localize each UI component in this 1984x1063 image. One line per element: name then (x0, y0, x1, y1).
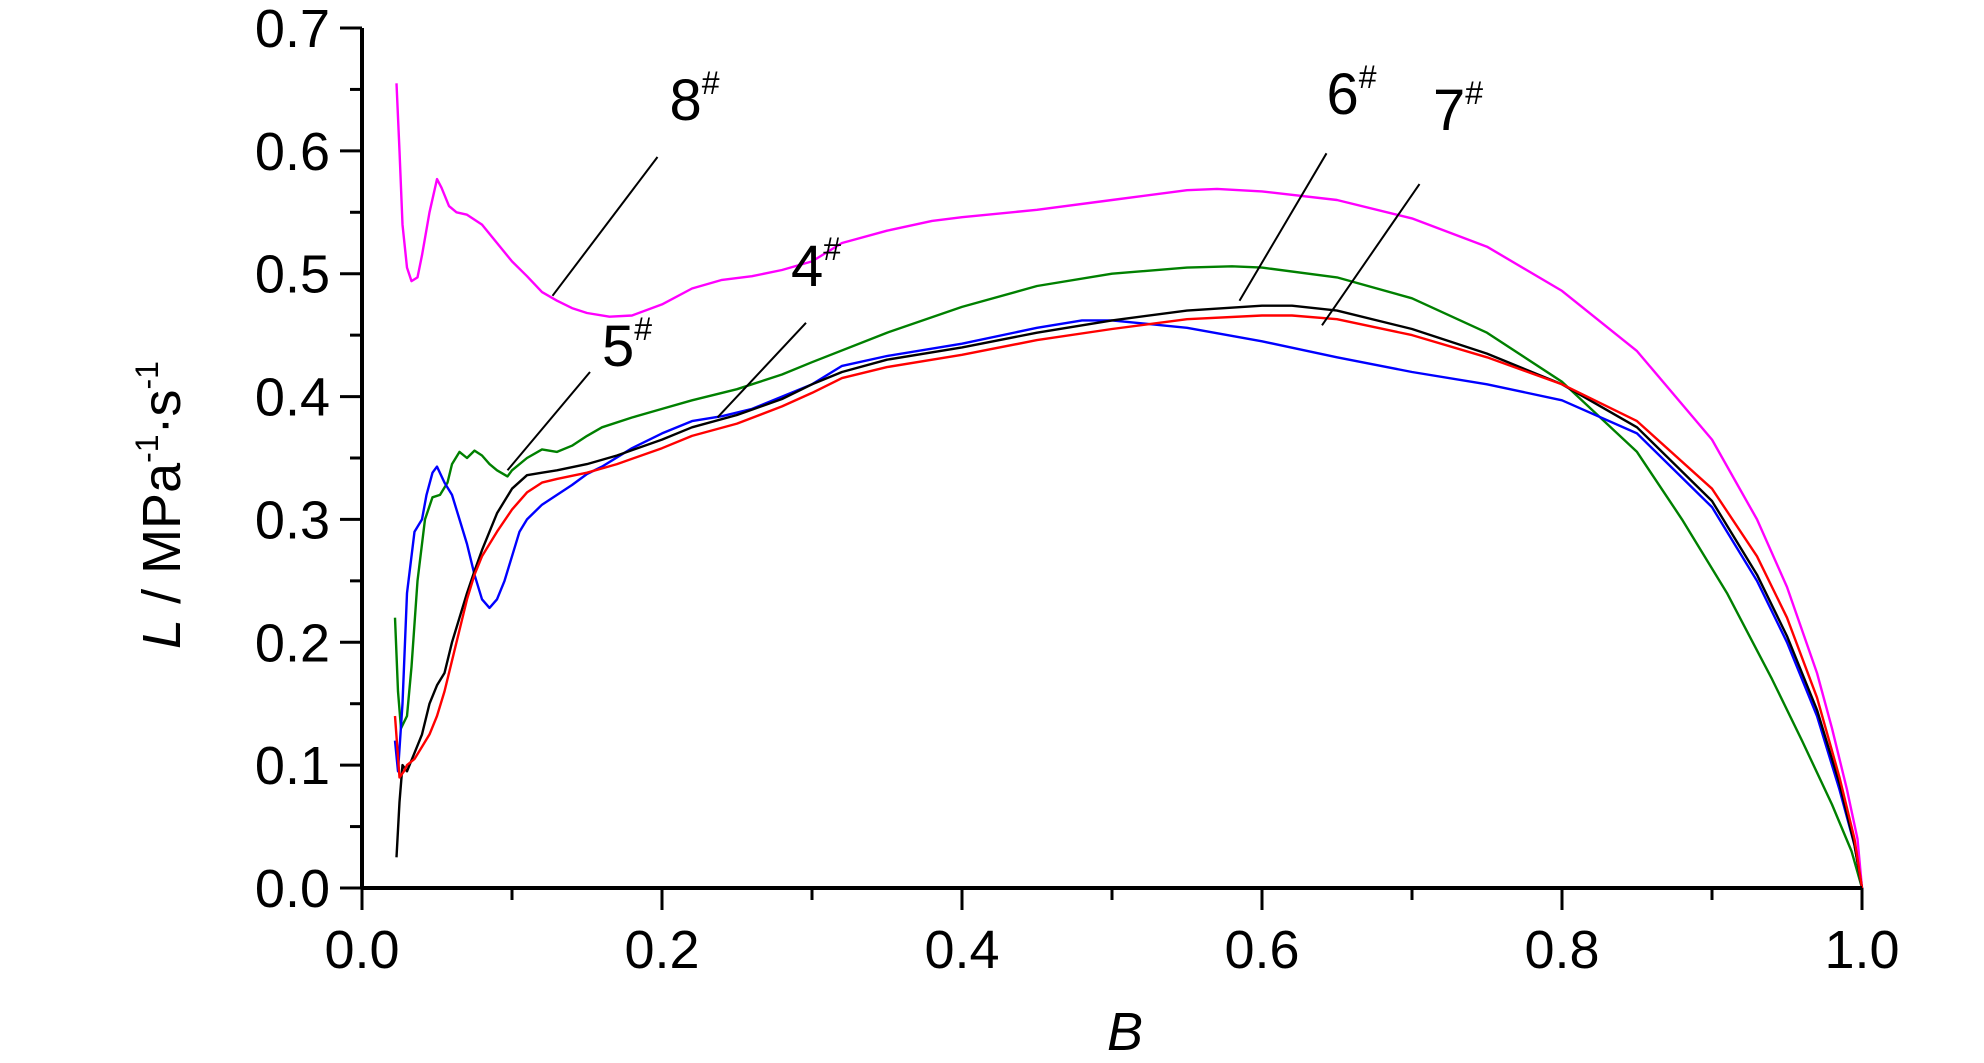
series-leader-4 (716, 322, 807, 419)
y-tick-label: 0.3 (255, 490, 330, 550)
series-line-4 (393, 319, 1864, 889)
series-label-5: 5# (602, 311, 652, 379)
series-label-8: 8# (670, 65, 720, 133)
y-axis-title: L / MPa-1·s-1 (129, 361, 192, 649)
axes: 0.0 0.2 0.4 0.6 0.8 1.0 0.0 0.1 0.2 0.3 0.4 0.5 0.6 0… (255, 0, 1900, 980)
y-tick-label: 0.2 (255, 613, 330, 673)
y-axis-title-mid: ·s (132, 389, 192, 434)
series-label-6: 6# (1327, 59, 1377, 127)
series-label-7: 7# (1433, 75, 1483, 143)
y-axis-title-exp2: -1 (129, 361, 165, 389)
y-axis-title-sep: / MPa (132, 462, 192, 619)
series-line-8 (395, 83, 1864, 889)
series-leader-8 (551, 156, 659, 297)
series-leader-7 (1321, 183, 1421, 326)
y-tick-label: 0.5 (255, 245, 330, 305)
y-axis-title-var: L (132, 619, 192, 649)
y-tick-label: 0.6 (255, 122, 330, 182)
y-tick-label: 0.0 (255, 859, 330, 919)
series-line-6 (395, 304, 1864, 889)
series-line-7 (393, 314, 1864, 889)
x-tick-label: 0.0 (324, 920, 399, 980)
x-tick-label: 0.4 (924, 920, 999, 980)
plot-lines (393, 83, 1864, 889)
x-tick-label: 0.6 (1224, 920, 1299, 980)
x-axis-title: B (1107, 1002, 1143, 1062)
x-tick-label: 0.8 (1524, 920, 1599, 980)
series-leader-6 (1238, 152, 1328, 302)
series-leader-5 (506, 371, 591, 471)
series-label-4: 4# (791, 231, 841, 299)
x-tick-label: 0.2 (624, 920, 699, 980)
series-labels: 8# 5# 4# 6# 7# (506, 59, 1483, 471)
y-tick-label: 0.7 (255, 0, 330, 59)
series-line-5 (393, 265, 1864, 889)
y-axis-title-exp1: -1 (129, 434, 165, 462)
y-tick-label: 0.4 (255, 368, 330, 428)
x-tick-label: 1.0 (1824, 920, 1899, 980)
y-tick-label: 0.1 (255, 736, 330, 796)
